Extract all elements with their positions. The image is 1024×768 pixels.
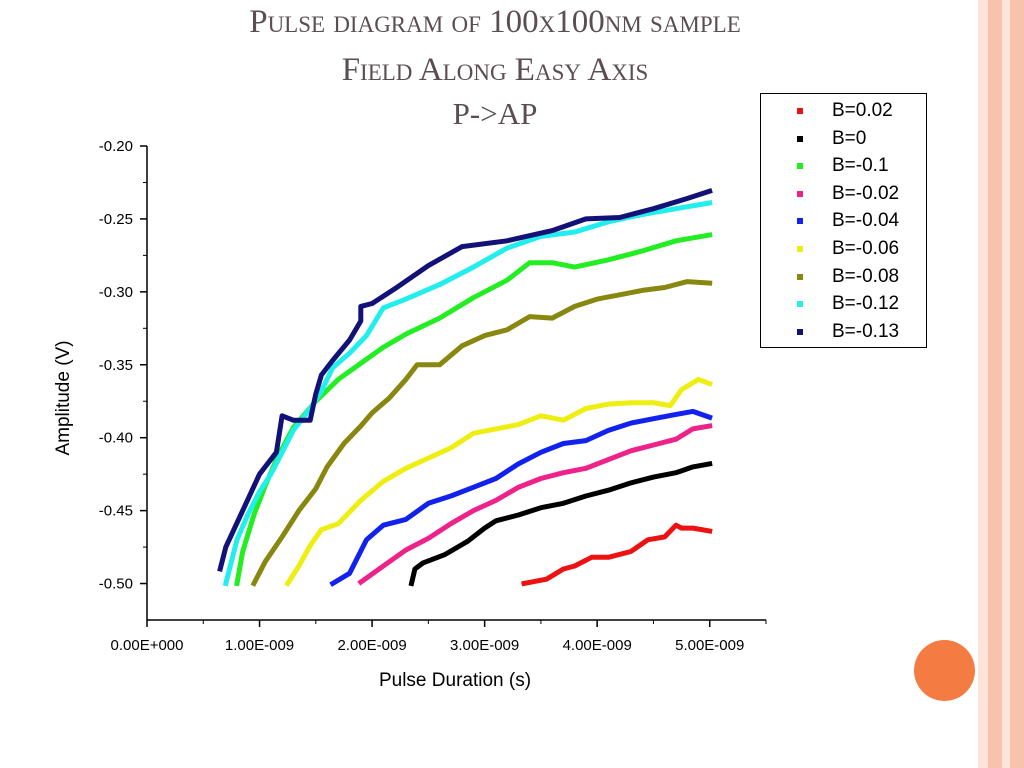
series-line-1: [521, 522, 713, 587]
x-tick-label: 2.00E-009: [337, 637, 406, 654]
legend-marker: [797, 190, 803, 197]
y-tick-label: -0.40: [99, 430, 133, 447]
chart-legend: B=0.02 B=0 B=-0.1 B=-0.02 B=-0.04 B=-0.06 B=-0…: [760, 93, 927, 348]
legend-label: B=-0.06: [832, 238, 900, 259]
series-line-8: [222, 200, 713, 587]
legend-label: B=-0.08: [832, 265, 900, 287]
y-axis-label: Amplitude (V): [53, 340, 74, 455]
series-line-9: [217, 188, 713, 573]
legend-item: B=0: [761, 125, 926, 153]
x-tick-label: 1.00E-009: [225, 637, 294, 654]
x-tick-label: 0.00E+000: [111, 637, 184, 654]
side-stripe-3: [1002, 0, 1010, 768]
series-line-6: [284, 376, 713, 587]
legend-marker: [797, 246, 803, 252]
legend-item: B=-0.06: [761, 235, 926, 263]
legend-item: B=-0.13: [761, 318, 926, 346]
chart-series-layer: [217, 188, 713, 587]
legend-marker: [797, 163, 803, 170]
slide-title-line-3: P->AP: [452, 96, 538, 131]
y-tick-label: -0.50: [99, 576, 133, 593]
legend-item: B=-0.08: [761, 263, 926, 291]
legend-label: B=-0.12: [832, 293, 900, 315]
legend-marker: [797, 108, 803, 114]
series-line-7: [250, 279, 713, 587]
x-tick-label: 5.00E-009: [675, 637, 744, 654]
series-line-2: [408, 461, 713, 587]
series-line-4: [357, 423, 713, 586]
slide-title-line-1: Pulse diagram of 100x100nm sample: [249, 4, 741, 40]
legend-label: B=0.02: [832, 100, 893, 121]
legend-marker: [797, 218, 803, 225]
legend-item: B=-0.02: [761, 180, 926, 208]
legend-marker: [797, 301, 803, 308]
x-tick-label: 4.00E-009: [563, 637, 632, 654]
y-tick-label: -0.25: [99, 211, 133, 228]
side-stripe-2: [988, 0, 1002, 768]
side-stripe-1: [978, 0, 988, 768]
y-tick-label: -0.45: [99, 503, 133, 520]
legend-marker: [797, 273, 803, 280]
legend-item: B=-0.04: [761, 207, 926, 235]
x-axis-label: Pulse Duration (s): [379, 670, 531, 691]
legend-marker: [797, 135, 803, 142]
legend-label: B=-0.1: [832, 155, 889, 177]
legend-item: B=-0.12: [761, 290, 926, 318]
legend-label: B=-0.02: [832, 182, 900, 204]
x-tick-label: 3.00E-009: [450, 637, 519, 654]
legend-label: B=0: [832, 127, 867, 149]
legend-label: B=-0.13: [832, 320, 900, 342]
legend-item: B=0.02: [761, 97, 926, 125]
y-tick-label: -0.20: [99, 138, 133, 155]
side-stripe-4: [1010, 0, 1024, 768]
y-tick-label: -0.35: [99, 357, 133, 374]
decorative-circle: [914, 640, 975, 701]
y-tick-label: -0.30: [99, 284, 133, 301]
slide-title-line-2: Field Along Easy Axis: [341, 52, 649, 88]
legend-label: B=-0.04: [832, 210, 900, 232]
legend-item: B=-0.1: [761, 152, 926, 180]
chart-axes: -0.50 -0.45 -0.40 -0.35 -0.30 -0.25 -0.20 0.00E…: [99, 138, 767, 654]
pulse-chart: -0.50 -0.45 -0.40 -0.35 -0.30 -0.25 -0.20 0.00E…: [53, 138, 767, 691]
legend-marker: [797, 328, 803, 335]
series-line-5: [329, 408, 713, 587]
